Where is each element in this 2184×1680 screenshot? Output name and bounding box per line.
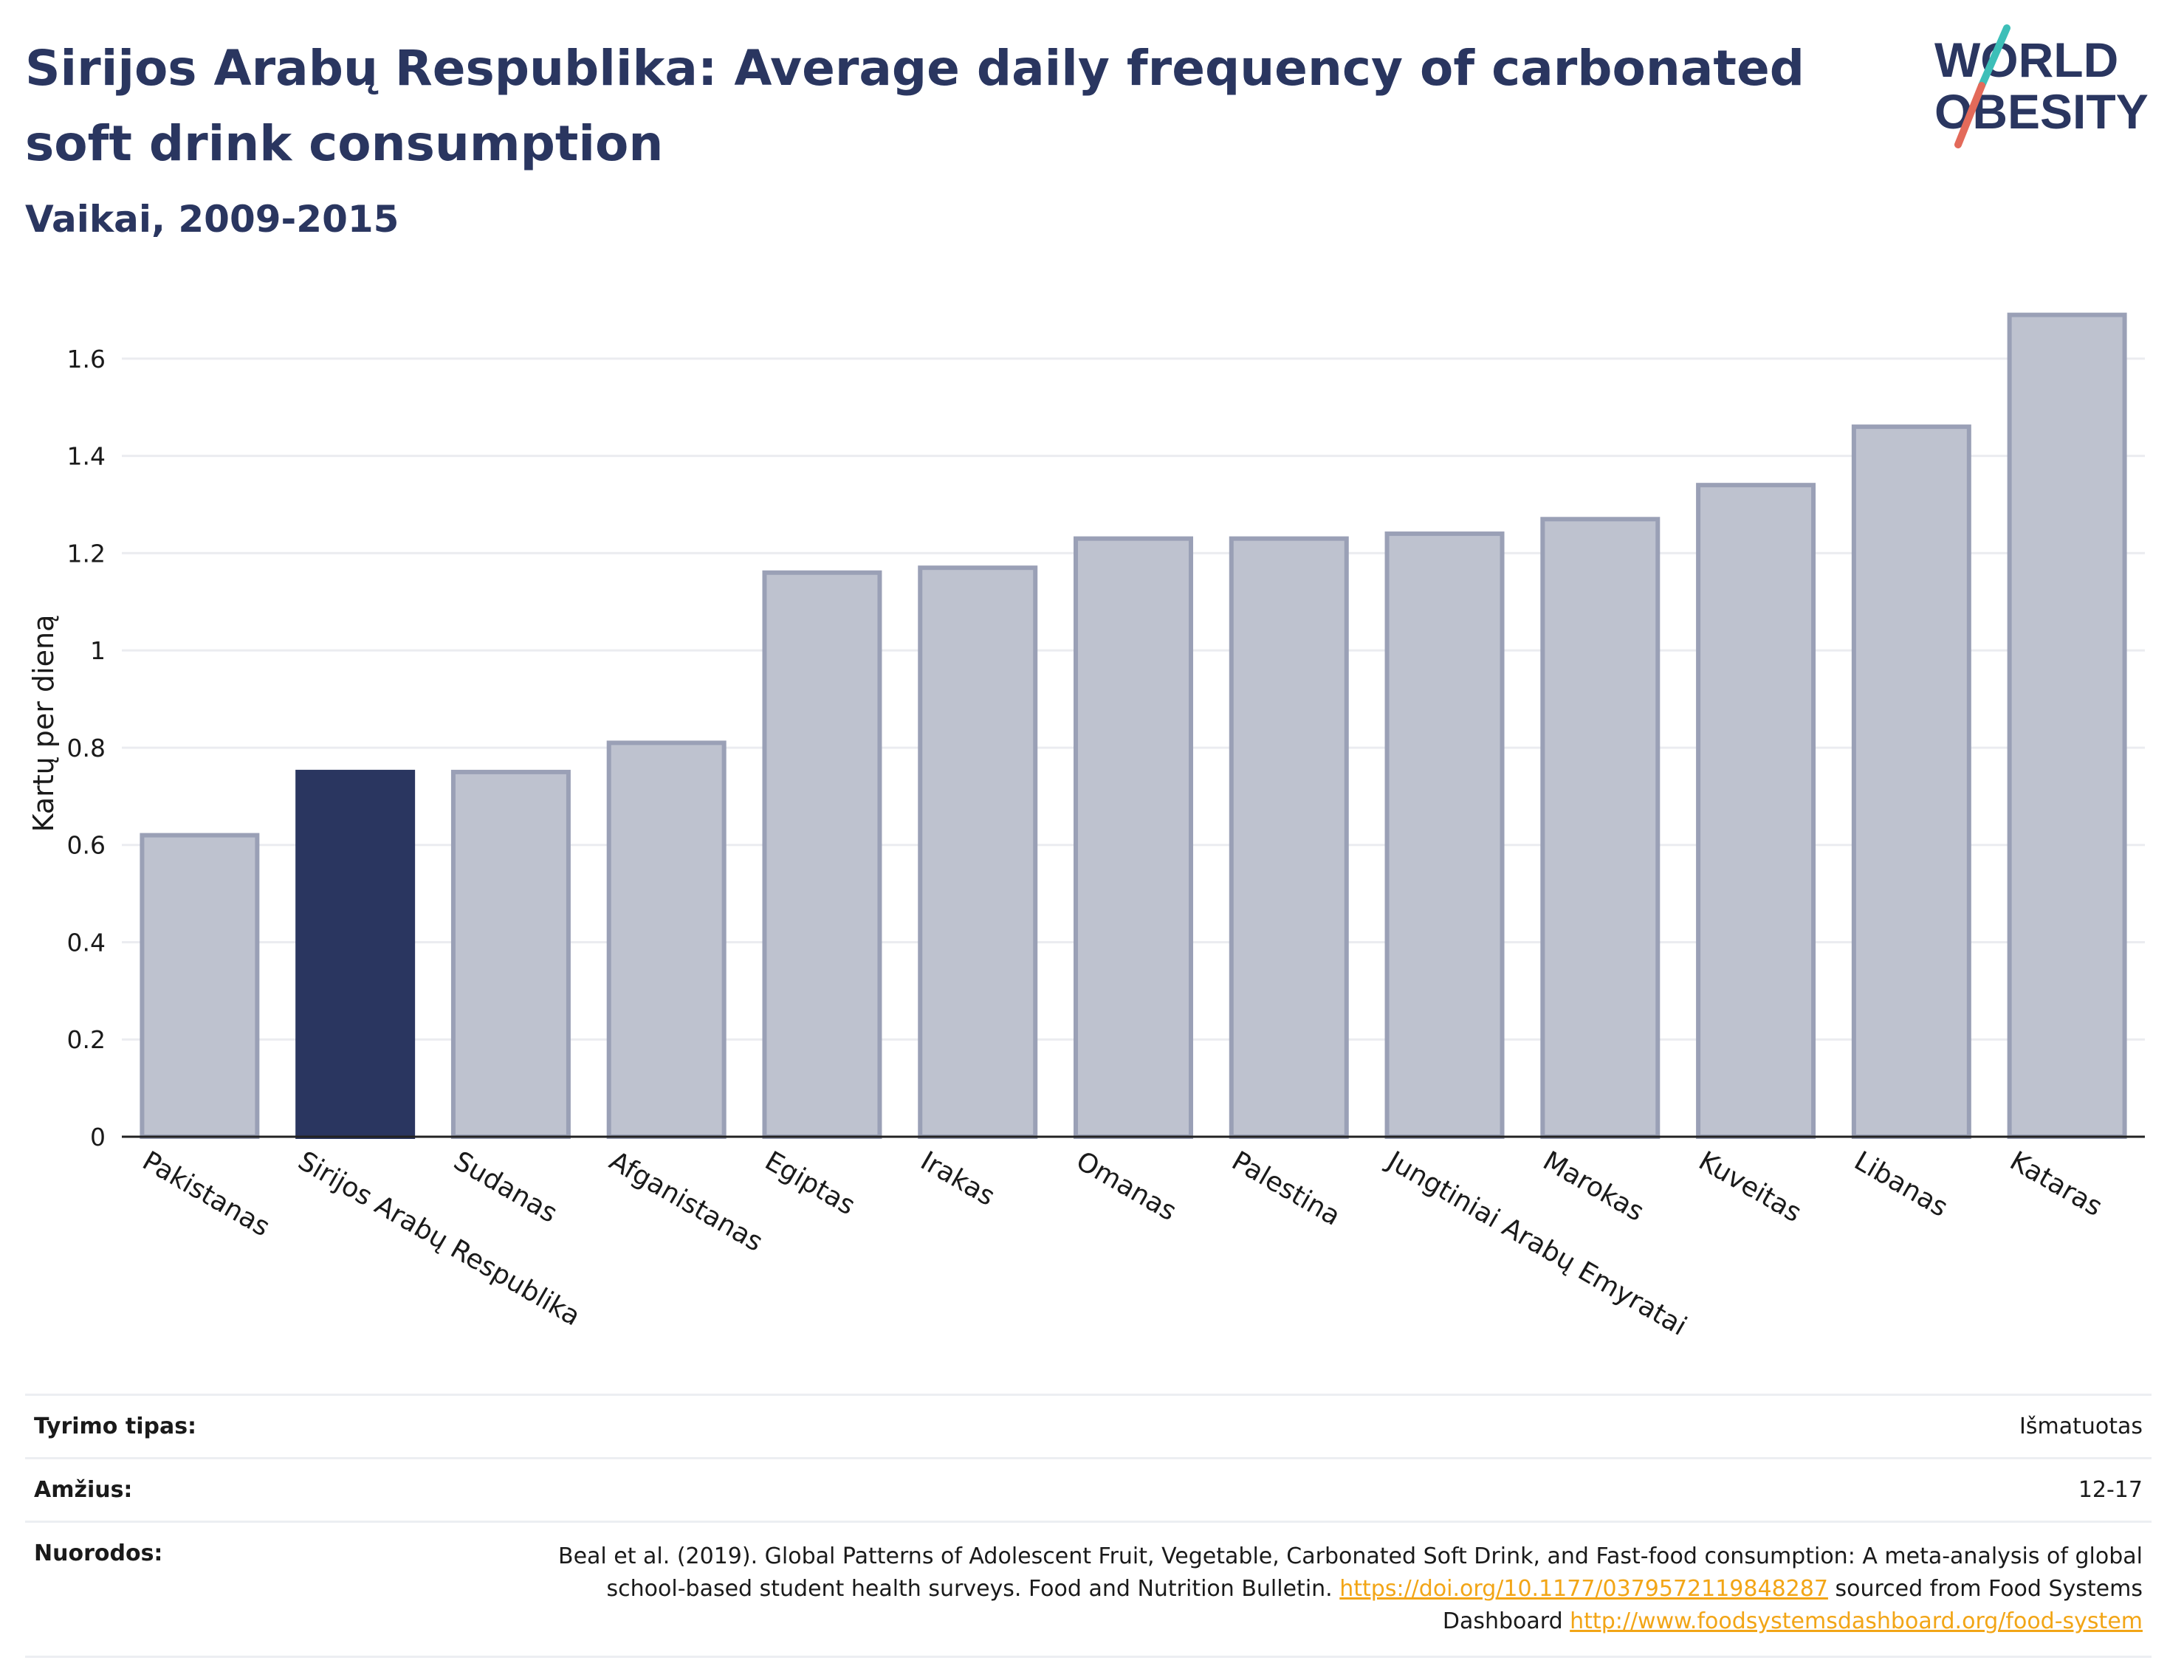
world-obesity-logo: WORLD OBESITY (1934, 24, 2149, 148)
y-tick-label: 1.4 (67, 442, 106, 471)
bar-chart: 0 0.2 0.4 0.6 0.8 1 1.2 1.4 1.6 Kartų per dieną Pa… (27, 312, 2145, 1342)
bar (1540, 517, 1661, 1139)
bar (140, 833, 260, 1139)
study-type-label: Tyrimo tipas: (34, 1414, 197, 1439)
x-tick-label: Pakistanas (137, 1146, 275, 1242)
y-axis-title: Kartų per dieną (27, 615, 60, 833)
bar (2007, 312, 2127, 1139)
references-row: Nuorodos: Beal et al. (2019). Global Pat… (25, 1521, 2152, 1658)
bar (606, 740, 727, 1139)
y-tick-label: 0 (90, 1123, 106, 1151)
references-source: sourced from Food Systems Dashboard (1442, 1576, 2143, 1634)
dashboard-link[interactable]: http://www.foodsystemsdashboard.org/food… (1570, 1608, 2143, 1634)
y-tick-label: 0.6 (67, 831, 106, 860)
x-tick-label: Sudanas (448, 1146, 562, 1229)
bar (1074, 536, 1193, 1140)
logo-slash-teal (1978, 24, 2010, 89)
bar (762, 570, 882, 1139)
y-tick-label: 0.8 (67, 734, 106, 762)
y-tick-label: 1 (90, 636, 106, 665)
study-type-value: Išmatuotas (2019, 1414, 2143, 1439)
bar (1229, 536, 1349, 1140)
x-tick-label: Irakas (916, 1146, 1000, 1212)
bar (1696, 483, 1816, 1140)
chart-title: Sirijos Arabų Respublika: Average daily … (25, 40, 1804, 172)
x-tick-label: Egiptas (760, 1146, 860, 1221)
bar (1384, 531, 1505, 1139)
x-tick-label: Marokas (1538, 1146, 1649, 1228)
x-tick-label: Omanas (1071, 1146, 1182, 1227)
chart-subtitle: Vaikai, 2009-2015 (25, 198, 399, 241)
x-tick-label: Kuveitas (1694, 1146, 1807, 1228)
y-tick-label: 1.2 (67, 539, 106, 568)
study-type-row: Tyrimo tipas: Išmatuotas (25, 1394, 2152, 1457)
x-tick-label: Afganistanas (604, 1146, 768, 1258)
y-tick-label: 0.2 (67, 1025, 106, 1054)
metadata-table: Tyrimo tipas: Išmatuotas Amžius: 12-17 N… (25, 1394, 2152, 1658)
y-tick-label: 1.6 (67, 345, 106, 373)
x-tick-label: Sirijos Arabų Respublika (293, 1146, 586, 1332)
y-tick-label: 0.4 (67, 928, 106, 957)
age-row: Amžius: 12-17 (25, 1457, 2152, 1521)
logo-slash-red (1954, 82, 1985, 148)
age-value: 12-17 (2078, 1477, 2143, 1503)
x-tick-label: Kataras (2005, 1146, 2107, 1222)
references-label: Nuorodos: (34, 1540, 163, 1566)
x-tick-label: Jungtiniai Arabų Emyratai (1381, 1145, 1692, 1342)
logo-text-world: WORLD (1934, 32, 2118, 87)
x-tick-label: Libanas (1849, 1146, 1953, 1223)
bar (1851, 424, 1971, 1139)
doi-link[interactable]: https://doi.org/10.1177/0379572119848287 (1339, 1576, 1828, 1602)
references-text: Beal et al. (2019). Global Patterns of A… (555, 1540, 2143, 1638)
age-label: Amžius: (34, 1477, 133, 1503)
bar-highlighted (295, 769, 416, 1139)
bar (918, 565, 1038, 1140)
bar (450, 769, 571, 1139)
x-tick-label: Palestina (1226, 1146, 1345, 1232)
references-citation: Beal et al. (2019). Global Patterns of A… (557, 1543, 2143, 1602)
